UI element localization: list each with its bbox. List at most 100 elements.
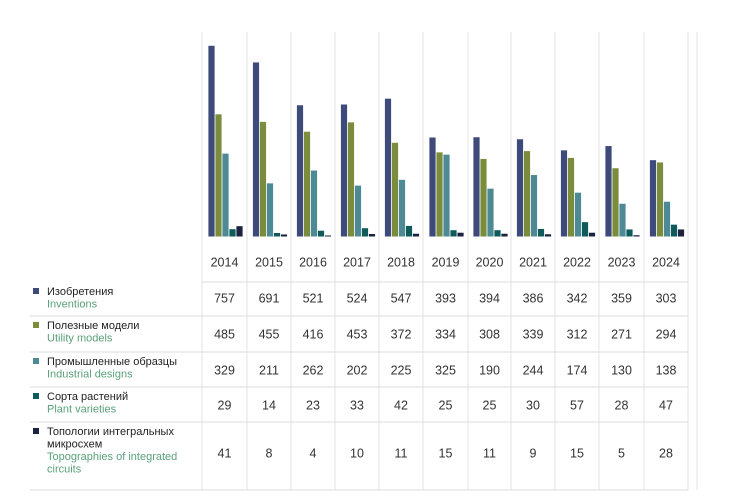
table-cell: 521 — [303, 292, 324, 306]
table-cell: 485 — [214, 328, 235, 342]
bar-topographies-of-integrated-circuits-2016 — [324, 235, 332, 237]
bar-inventions-2014 — [208, 45, 215, 237]
table-cell: 41 — [218, 447, 232, 461]
bar-plant-varieties-2019 — [450, 230, 457, 237]
table-cell: 308 — [479, 328, 500, 342]
bar-plant-varieties-2022 — [581, 222, 589, 237]
bar-utility-models-2018 — [391, 142, 399, 237]
bar-utility-models-2017 — [347, 122, 355, 237]
table-cell: 211 — [259, 364, 279, 378]
bar-inventions-2024 — [649, 160, 657, 237]
legend-label-ru: Полезные модели — [47, 320, 139, 332]
legend-label-ru: Сорта растений — [47, 391, 128, 403]
bar-plant-varieties-2017 — [361, 228, 369, 237]
legend-swatch — [33, 322, 39, 328]
bar-inventions-2016 — [296, 105, 304, 237]
bar-plant-varieties-2015 — [273, 232, 281, 237]
bar-utility-models-2014 — [215, 114, 222, 237]
year-label: 2023 — [608, 256, 636, 270]
table-cell: 10 — [350, 447, 364, 461]
table-cell: 757 — [214, 292, 235, 306]
legend-label-ru: Промышленные образцы — [47, 356, 177, 368]
bar-inventions-2022 — [560, 150, 568, 237]
table-cell: 11 — [483, 447, 496, 461]
bar-industrial-designs-2022 — [574, 192, 582, 237]
table-cell: 8 — [266, 447, 273, 461]
table-cell: 190 — [479, 364, 500, 378]
bar-industrial-designs-2017 — [354, 185, 362, 237]
table-cell: 15 — [570, 447, 584, 461]
bar-inventions-2021 — [516, 139, 524, 237]
bar-topographies-of-integrated-circuits-2024 — [677, 229, 685, 237]
table-cell: 29 — [218, 399, 232, 413]
table-cell: 174 — [567, 364, 588, 378]
year-label: 2019 — [432, 256, 460, 270]
bar-inventions-2019 — [429, 137, 436, 237]
table-cell: 416 — [303, 328, 324, 342]
legend-label-en: Industrial designs — [47, 369, 133, 381]
bar-inventions-2017 — [340, 104, 348, 237]
table-cell: 691 — [259, 292, 280, 306]
bar-inventions-2020 — [473, 137, 480, 237]
bar-industrial-designs-2021 — [530, 175, 538, 237]
year-label: 2014 — [211, 256, 239, 270]
table-cell: 202 — [347, 364, 368, 378]
table-cell: 393 — [435, 292, 456, 306]
table-cell: 334 — [435, 328, 456, 342]
bar-utility-models-2019 — [436, 152, 443, 237]
bar-inventions-2018 — [384, 98, 392, 237]
bar-industrial-designs-2016 — [310, 170, 318, 237]
year-label: 2017 — [343, 256, 371, 270]
legend-swatch — [33, 288, 39, 294]
legend-swatch — [33, 393, 39, 399]
table-cell: 30 — [526, 399, 540, 413]
bar-topographies-of-integrated-circuits-2023 — [633, 235, 640, 237]
bar-plant-varieties-2018 — [405, 225, 413, 237]
legend-label-ru: микросхем — [47, 439, 102, 451]
bar-utility-models-2024 — [656, 162, 664, 237]
legend-label-en: Utility models — [47, 333, 113, 345]
table-cell: 25 — [483, 399, 497, 413]
bar-utility-models-2021 — [523, 151, 531, 237]
bar-utility-models-2022 — [567, 157, 575, 237]
table-cell: 312 — [567, 328, 588, 342]
table-cell: 25 — [439, 399, 453, 413]
bar-utility-models-2015 — [259, 121, 267, 237]
table-cell: 28 — [659, 447, 673, 461]
bar-industrial-designs-2023 — [619, 203, 626, 237]
table-cell: 339 — [523, 328, 544, 342]
table-cell: 33 — [350, 399, 364, 413]
table-cell: 524 — [347, 292, 368, 306]
table-cell: 325 — [435, 364, 456, 378]
bar-topographies-of-integrated-circuits-2019 — [457, 232, 464, 237]
table-cell: 547 — [391, 292, 412, 306]
bar-inventions-2023 — [605, 146, 612, 237]
table-cell: 138 — [656, 364, 677, 378]
bar-plant-varieties-2021 — [537, 228, 545, 237]
bar-topographies-of-integrated-circuits-2018 — [412, 233, 420, 237]
legend-label-ru: Изобретения — [47, 286, 113, 298]
bar-plant-varieties-2014 — [229, 229, 236, 237]
bar-utility-models-2016 — [303, 131, 311, 237]
bar-industrial-designs-2015 — [266, 183, 274, 237]
table-cell: 453 — [347, 328, 368, 342]
legend-label-en: Inventions — [47, 299, 98, 311]
table-cell: 57 — [570, 399, 584, 413]
legend-label-en: circuits — [47, 464, 82, 476]
bar-industrial-designs-2020 — [487, 188, 494, 237]
bar-topographies-of-integrated-circuits-2015 — [280, 234, 288, 237]
legend-label-ru: Топологии интегральных — [47, 426, 174, 438]
table-cell: 225 — [391, 364, 412, 378]
table-cell: 329 — [214, 364, 235, 378]
table-cell: 244 — [523, 364, 544, 378]
table-cell: 4 — [310, 447, 317, 461]
table-cell: 394 — [479, 292, 500, 306]
bar-topographies-of-integrated-circuits-2017 — [368, 233, 376, 237]
table-cell: 130 — [611, 364, 632, 378]
bar-industrial-designs-2024 — [663, 201, 671, 237]
bar-plant-varieties-2023 — [626, 229, 633, 237]
bar-utility-models-2020 — [480, 158, 487, 237]
table-cell: 47 — [659, 399, 673, 413]
legend-swatch — [33, 428, 39, 434]
